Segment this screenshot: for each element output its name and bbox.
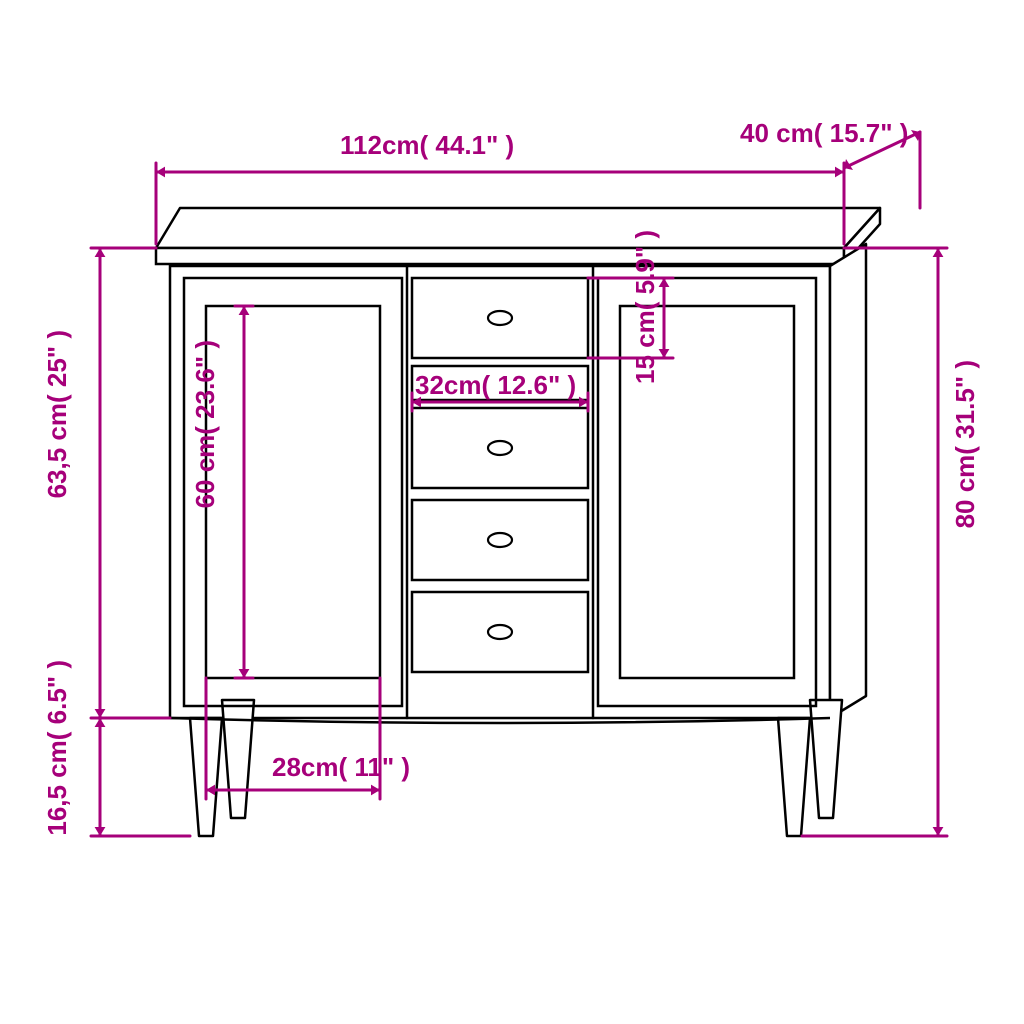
dim-height-left-outer: 63,5 cm( 25" ) — [42, 330, 73, 498]
dim-height-left-inner: 60 cm( 23.6" ) — [190, 340, 221, 508]
dim-panel-width: 28cm( 11" ) — [272, 752, 410, 783]
dim-drawer-width: 32cm( 12.6" ) — [415, 370, 576, 401]
dim-leg-height: 16,5 cm( 6.5" ) — [42, 660, 73, 836]
dim-depth-top: 40 cm( 15.7" ) — [740, 118, 908, 149]
dim-drawer-height: 15 cm( 5.9" ) — [630, 230, 661, 384]
dim-width-top: 112cm( 44.1" ) — [340, 130, 514, 161]
dim-height-right: 80 cm( 31.5" ) — [950, 360, 981, 528]
